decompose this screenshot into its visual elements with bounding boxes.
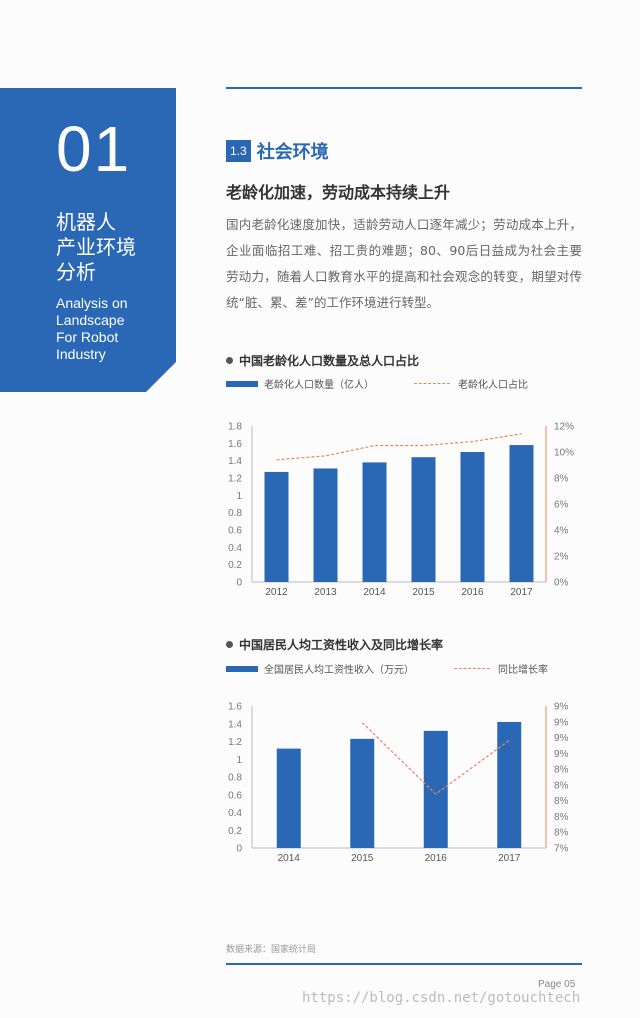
chart1-legend: 老龄化人口数量（亿人） 老龄化人口占比 [226,376,528,391]
bar [460,452,485,582]
y-tick-label: 0.4 [228,543,242,554]
bar [276,748,301,848]
chart2-legend: 全国居民人均工资性收入（万元） 同比增长率 [226,661,548,676]
chapter-title-cn: 机器人 产业环境 分析 [56,210,136,284]
x-tick-label: 2012 [265,587,288,598]
y-tick-label: 0 [236,578,242,589]
chart1-title: 中国老龄化人口数量及总人口占比 [226,352,419,369]
x-tick-label: 2014 [363,587,386,598]
bullet-icon [226,641,233,648]
y-tick-label: 1.4 [228,456,242,467]
legend-bar-label: 老龄化人口数量（亿人） [264,380,374,391]
watermark: https://blog.csdn.net/gotouchtech [302,990,581,1006]
top-divider [226,87,582,89]
series-line [276,433,522,461]
legend-line-label: 同比增长率 [498,665,548,676]
legend-bar-swatch [226,665,258,672]
bar [264,471,289,582]
legend-line-swatch [414,383,450,384]
chapter-number: 01 [56,113,132,185]
legend-bar-label: 全国居民人均工资性收入（万元） [264,665,414,676]
bottom-divider [226,963,582,965]
y-tick-label: 1.4 [228,719,242,730]
y-tick-label: 0.2 [228,826,242,837]
y-tick-label: 0 [236,844,242,855]
y-tick-label: 1 [236,755,242,766]
y2-tick-label: 9% [554,717,569,728]
y2-tick-label: 4% [554,526,569,537]
y2-tick-label: 8% [554,796,569,807]
chart1-title-text: 中国老龄化人口数量及总人口占比 [239,354,420,368]
y2-tick-label: 7% [554,844,569,855]
y2-tick-label: 9% [554,733,569,744]
y-tick-label: 0.8 [228,508,242,519]
y2-tick-label: 8% [554,828,569,839]
x-tick-label: 2015 [351,853,374,864]
y-tick-label: 1.2 [228,474,242,485]
bar [362,462,387,582]
bullet-icon [226,357,233,364]
section-title: 社会环境 [256,142,329,163]
bar [313,468,338,582]
page-number: Page 05 [538,979,576,990]
y2-tick-label: 8% [554,765,569,776]
y-tick-label: 1.8 [228,422,242,433]
y-tick-label: 0.6 [228,526,242,537]
x-tick-label: 2013 [314,587,337,598]
y-tick-label: 0.4 [228,808,242,819]
y2-tick-label: 9% [554,749,569,760]
chart2-title: 中国居民人均工资性收入及同比增长率 [226,636,443,653]
y2-tick-label: 2% [554,552,569,563]
chart2-title-text: 中国居民人均工资性收入及同比增长率 [239,638,444,652]
x-tick-label: 2017 [498,853,521,864]
y-tick-label: 0.8 [228,773,242,784]
subtitle: 老龄化加速，劳动成本持续上升 [226,183,451,202]
legend-line-swatch [454,668,490,669]
y2-tick-label: 8% [554,474,569,485]
bar [411,457,436,582]
y2-tick-label: 9% [554,702,569,713]
x-tick-label: 2014 [278,853,301,864]
section-heading: 1.3 社会环境 [226,138,329,164]
bar [497,721,522,848]
series-line [361,722,510,795]
y-tick-label: 1.6 [228,702,242,713]
y-tick-label: 0.6 [228,790,242,801]
legend-bar-swatch [226,380,258,387]
y2-tick-label: 6% [554,500,569,511]
body-paragraph: 国内老龄化速度加快，适龄劳动人口逐年减少；劳动成本上升，企业面临招工难、招工贵的… [226,217,582,310]
y-tick-label: 1.6 [228,439,242,450]
chapter-sidebar: 01 机器人 产业环境 分析 Analysis on Landscape For… [0,88,176,392]
bar [423,730,448,848]
section-badge: 1.3 [226,140,251,162]
y2-tick-label: 8% [554,780,569,791]
y2-tick-label: 0% [554,578,569,589]
y2-tick-label: 12% [554,422,574,433]
y-tick-label: 1 [236,491,242,502]
data-source: 数据来源：国家统计局 [226,945,317,955]
y-tick-label: 0.2 [228,560,242,571]
chapter-title-en: Analysis on Landscape For Robot Industry [56,295,128,362]
x-tick-label: 2015 [412,587,435,598]
y2-tick-label: 10% [554,448,574,459]
x-tick-label: 2017 [510,587,533,598]
legend-line-label: 老龄化人口占比 [458,380,528,391]
y-tick-label: 1.2 [228,737,242,748]
bar [350,738,375,848]
x-tick-label: 2016 [425,853,448,864]
bar [509,445,534,582]
x-tick-label: 2016 [461,587,484,598]
y2-tick-label: 8% [554,812,569,823]
